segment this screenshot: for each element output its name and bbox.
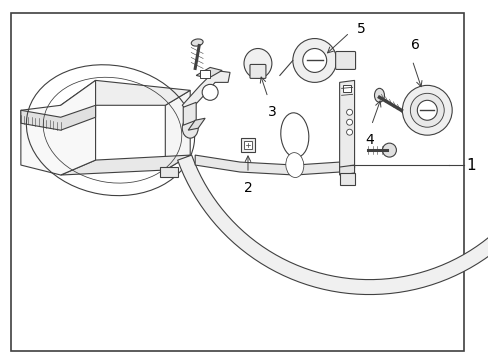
Text: 2: 2 bbox=[243, 181, 252, 195]
Circle shape bbox=[302, 49, 326, 72]
Text: 5: 5 bbox=[356, 22, 365, 36]
Polygon shape bbox=[339, 80, 354, 170]
Polygon shape bbox=[165, 90, 190, 170]
Text: 4: 4 bbox=[365, 133, 373, 147]
Circle shape bbox=[402, 85, 451, 135]
Text: 6: 6 bbox=[410, 39, 419, 53]
Ellipse shape bbox=[374, 88, 384, 102]
Circle shape bbox=[292, 39, 336, 82]
Polygon shape bbox=[188, 118, 205, 130]
Polygon shape bbox=[61, 80, 190, 105]
Circle shape bbox=[346, 119, 352, 125]
Circle shape bbox=[382, 143, 396, 157]
Polygon shape bbox=[21, 80, 95, 175]
Ellipse shape bbox=[285, 153, 303, 177]
Polygon shape bbox=[196, 67, 222, 78]
FancyBboxPatch shape bbox=[342, 85, 350, 92]
FancyBboxPatch shape bbox=[244, 141, 251, 149]
Polygon shape bbox=[61, 155, 190, 175]
FancyBboxPatch shape bbox=[200, 71, 210, 78]
Text: 1: 1 bbox=[465, 158, 475, 172]
Polygon shape bbox=[21, 105, 95, 130]
Ellipse shape bbox=[191, 39, 203, 46]
Polygon shape bbox=[195, 155, 339, 175]
Circle shape bbox=[346, 109, 352, 115]
Circle shape bbox=[202, 84, 218, 100]
Polygon shape bbox=[182, 71, 229, 112]
Circle shape bbox=[416, 100, 436, 120]
FancyBboxPatch shape bbox=[241, 138, 254, 152]
Text: 3: 3 bbox=[267, 105, 276, 119]
Polygon shape bbox=[339, 165, 354, 175]
FancyBboxPatch shape bbox=[335, 51, 355, 69]
FancyBboxPatch shape bbox=[249, 64, 265, 78]
Ellipse shape bbox=[280, 113, 308, 158]
Polygon shape bbox=[183, 102, 196, 125]
Ellipse shape bbox=[182, 118, 198, 138]
FancyBboxPatch shape bbox=[339, 173, 354, 185]
Polygon shape bbox=[177, 155, 488, 294]
Ellipse shape bbox=[244, 49, 271, 78]
Circle shape bbox=[346, 129, 352, 135]
FancyBboxPatch shape bbox=[160, 167, 178, 177]
Circle shape bbox=[409, 93, 443, 127]
